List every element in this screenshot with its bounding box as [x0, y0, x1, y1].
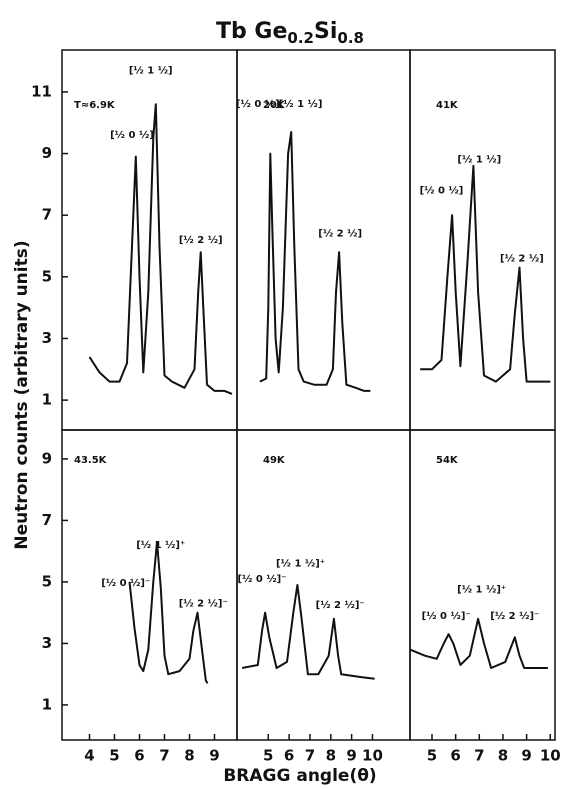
y-tick-label tick: 9	[42, 449, 52, 467]
x-tick-label: 4	[84, 747, 94, 765]
data-line	[128, 540, 209, 684]
y-tick-label tick: 5	[42, 572, 52, 590]
peak-label: [½ 1 ½]⁺	[276, 558, 325, 569]
x-tick-label: 7	[474, 747, 484, 765]
panel-frame	[409, 49, 556, 431]
peak-label: [½ 1 ½]	[279, 99, 323, 110]
peak-label: [½ 0 ½]⁻	[101, 578, 150, 589]
x-axis-label: BRAGG angle(θ)	[223, 766, 376, 786]
y-tick-label tick: 3	[42, 634, 52, 652]
peak-label: [½ 1 ½]⁺	[457, 585, 506, 596]
x-tick-label: 9	[346, 747, 356, 765]
y-tick-label tick: 5	[42, 267, 52, 285]
y-tick-label tick: 1	[42, 391, 52, 409]
x-tick-label: 10	[540, 747, 561, 765]
chart-title: Tb Ge0.2Si0.8	[216, 19, 364, 47]
x-tick-label: 6	[450, 747, 460, 765]
temperature-label: 49K	[263, 455, 286, 466]
peak-label: [½ 0 ½]⁻	[422, 611, 471, 622]
temperature-label: 20K	[263, 100, 286, 111]
data-line	[409, 617, 548, 669]
peak-label: [½ 0 ½]	[420, 186, 464, 197]
x-tick-label: 9	[209, 747, 219, 765]
peak-label: [½ 2 ½]	[179, 235, 223, 246]
y-tick-label tick: 9	[42, 144, 52, 162]
y-tick-label tick: 3	[42, 329, 52, 347]
peak-label: [½ 0 ½]	[236, 99, 280, 110]
temperature-label: 54K	[436, 455, 459, 466]
peak-label: [½ 1 ½]	[129, 65, 173, 76]
y-tick-label tick: 11	[31, 82, 52, 100]
x-tick-label: 9	[521, 747, 531, 765]
peak-label: [½ 2 ½]⁻	[490, 611, 539, 622]
title-part: Tb Ge	[216, 19, 287, 44]
data-line	[420, 164, 551, 383]
peak-label: [½ 2 ½]	[500, 253, 544, 264]
data-line	[242, 584, 375, 680]
y-axis-label: Neutron counts (arbitrary units)	[12, 240, 32, 549]
peak-label: [½ 2 ½]⁻	[179, 598, 228, 609]
x-tick-label: 6	[284, 747, 294, 765]
x-tick-label: 7	[305, 747, 315, 765]
x-tick-label: 5	[263, 747, 273, 765]
x-tick-label: 8	[498, 747, 508, 765]
x-tick-label: 8	[326, 747, 336, 765]
title-part: 0.8	[337, 29, 364, 47]
x-tick-label: 8	[184, 747, 194, 765]
data-line	[88, 103, 233, 395]
temperature-label: 41K	[436, 100, 459, 111]
data-line	[259, 131, 371, 392]
peak-label: [½ 0 ½]⁻	[237, 574, 286, 585]
temperature-label: 43.5K	[74, 455, 108, 466]
panel-frame	[236, 429, 411, 741]
title-part: Si	[314, 19, 337, 44]
x-tick-label: 7	[159, 747, 169, 765]
title-part: 0.2	[287, 29, 314, 47]
y-tick-label tick: 7	[42, 206, 52, 224]
y-tick-label tick: 7	[42, 511, 52, 529]
y-tick-label tick: 1	[42, 695, 52, 713]
x-tick-label: 6	[134, 747, 144, 765]
x-tick-label: 10	[362, 747, 383, 765]
temperature-label: T≈6.9K	[74, 100, 116, 111]
peak-label: [½ 2 ½]⁻	[316, 600, 365, 611]
peak-label: [½ 1 ½]	[457, 155, 501, 166]
x-tick-label: 5	[109, 747, 119, 765]
peak-label: [½ 1 ½]⁺	[136, 540, 185, 551]
peak-label: [½ 0 ½]	[110, 130, 154, 141]
panel-frame	[409, 429, 556, 741]
peak-label: [½ 2 ½]	[318, 229, 362, 240]
x-tick-label: 5	[427, 747, 437, 765]
